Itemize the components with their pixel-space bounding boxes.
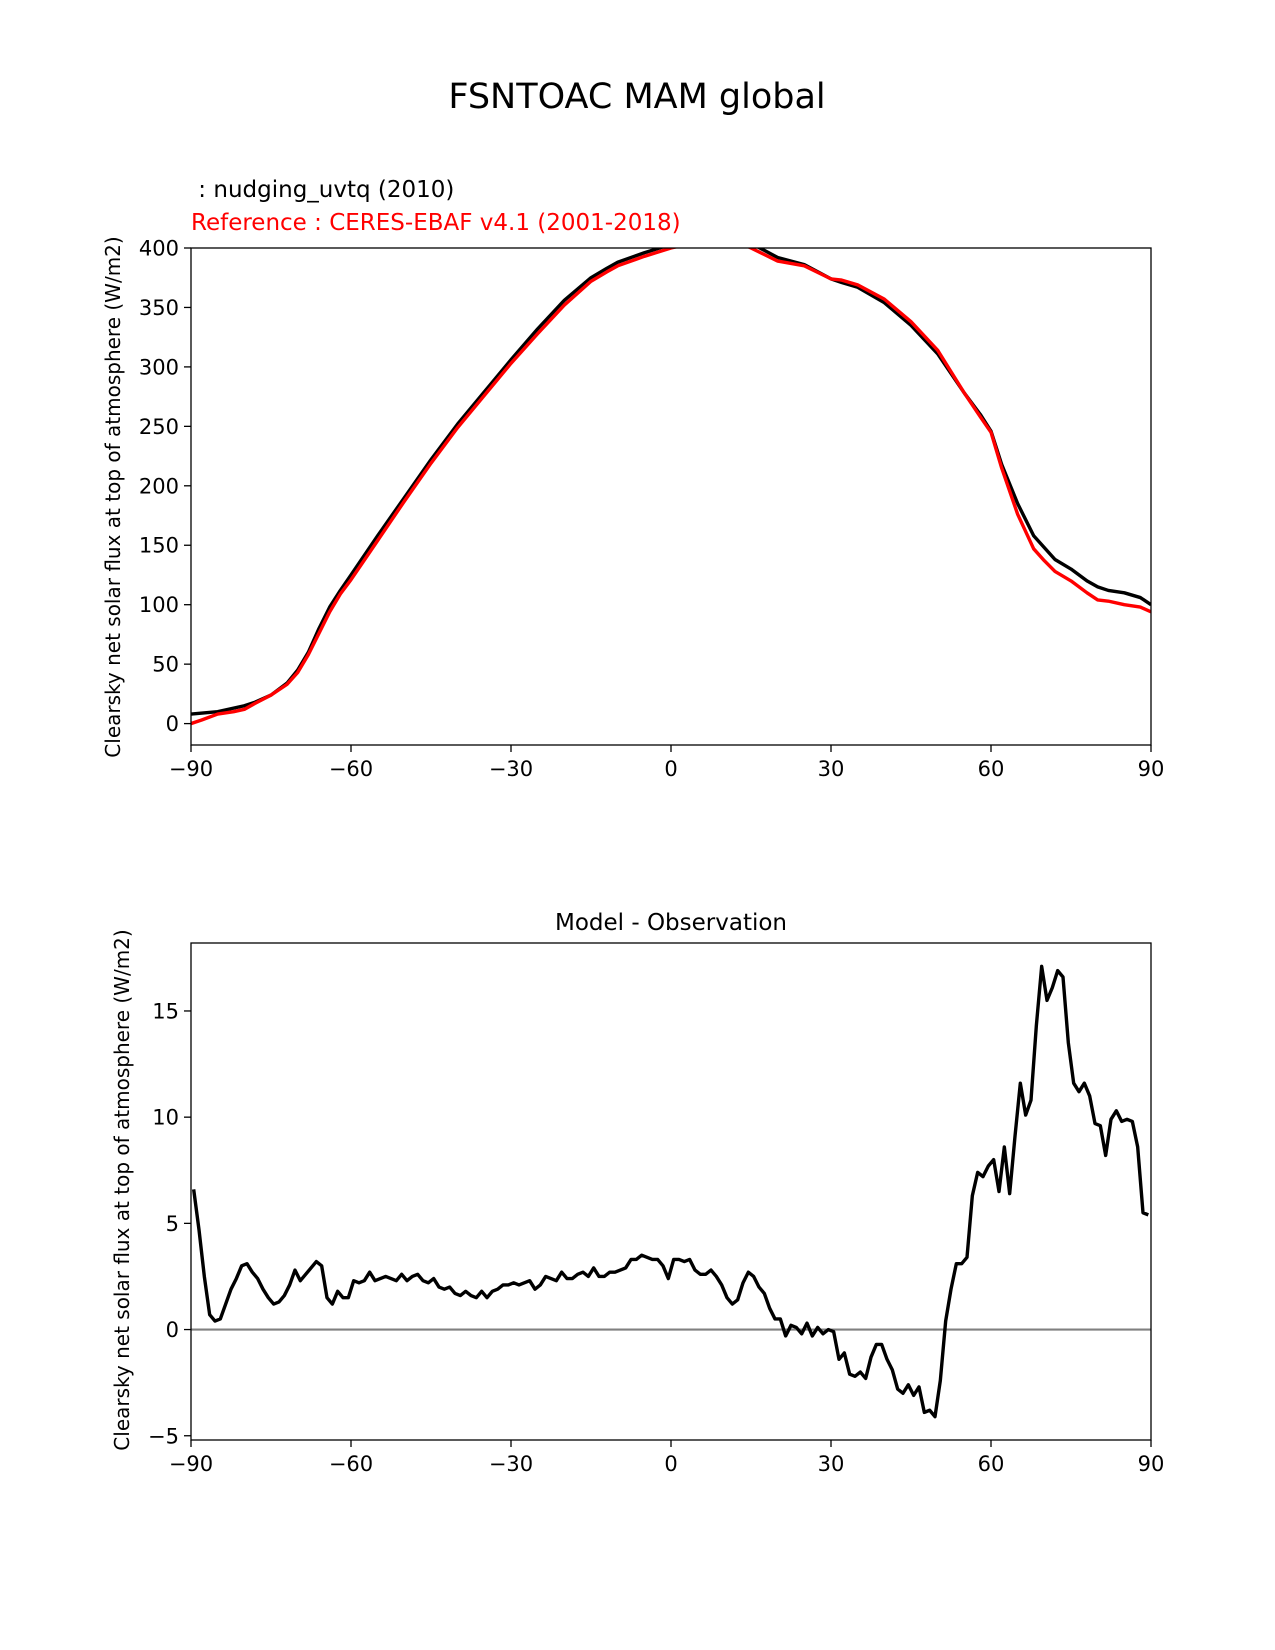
y-tick-label: 150 — [139, 534, 179, 558]
legend-reference-label: Reference : CERES-EBAF v4.1 (2001-2018) — [191, 210, 681, 236]
y-tick-label: 0 — [166, 712, 179, 736]
x-tick-label: 30 — [818, 757, 845, 781]
y-tick-label: 400 — [139, 237, 179, 261]
top-ylabel: Clearsky net solar flux at top of atmosp… — [101, 236, 125, 757]
bottom-plot-frame — [190, 942, 1152, 1441]
x-tick-label: 60 — [978, 757, 1005, 781]
x-tick-label: −90 — [169, 1452, 213, 1476]
x-tick-label: −30 — [489, 1452, 533, 1476]
top-panel: : nudging_uvtq (2010) Reference : CERES-… — [101, 177, 1164, 781]
y-tick-label: 10 — [152, 1106, 179, 1130]
bottom-ylabel: Clearsky net solar flux at top of atmosp… — [110, 929, 134, 1450]
top-plot-area: −90 −60 −30 0 30 60 90 0 50 100 150 200 250 300 350 400 — [139, 237, 1164, 782]
top-plot-frame — [190, 247, 1152, 746]
x-tick-label: 0 — [664, 1452, 677, 1476]
bottom-panel: Model - Observation Clearsky net solar f… — [110, 910, 1164, 1476]
x-tick-label: 60 — [978, 1452, 1005, 1476]
x-tick-label: −60 — [329, 757, 373, 781]
figure-title: FSNTOAC MAM global — [448, 77, 825, 117]
x-tick-label: −60 — [329, 1452, 373, 1476]
y-tick-label: 0 — [166, 1318, 179, 1342]
series-line-1 — [191, 248, 1151, 726]
y-tick-label: −5 — [148, 1424, 179, 1448]
y-tick-label: 100 — [139, 593, 179, 617]
y-tick-label: 350 — [139, 296, 179, 320]
series-line-0 — [191, 248, 1151, 716]
x-tick-label: 90 — [1138, 1452, 1165, 1476]
y-tick-label: 15 — [152, 999, 179, 1023]
x-tick-label: −30 — [489, 757, 533, 781]
x-tick-label: −90 — [169, 757, 213, 781]
bottom-title: Model - Observation — [555, 910, 787, 936]
y-tick-label: 5 — [166, 1212, 179, 1236]
bottom-plot-area: −90 −60 −30 0 30 60 90 −5 0 5 10 15 — [148, 964, 1165, 1476]
y-tick-label: 50 — [152, 653, 179, 677]
x-tick-label: 30 — [818, 1452, 845, 1476]
y-tick-label: 200 — [139, 474, 179, 498]
x-tick-label: 90 — [1138, 757, 1165, 781]
legend-test-label: : nudging_uvtq (2010) — [191, 177, 454, 203]
y-tick-label: 300 — [139, 355, 179, 379]
series-line-0 — [191, 964, 1149, 1419]
x-tick-label: 0 — [664, 757, 677, 781]
y-tick-label: 250 — [139, 415, 179, 439]
